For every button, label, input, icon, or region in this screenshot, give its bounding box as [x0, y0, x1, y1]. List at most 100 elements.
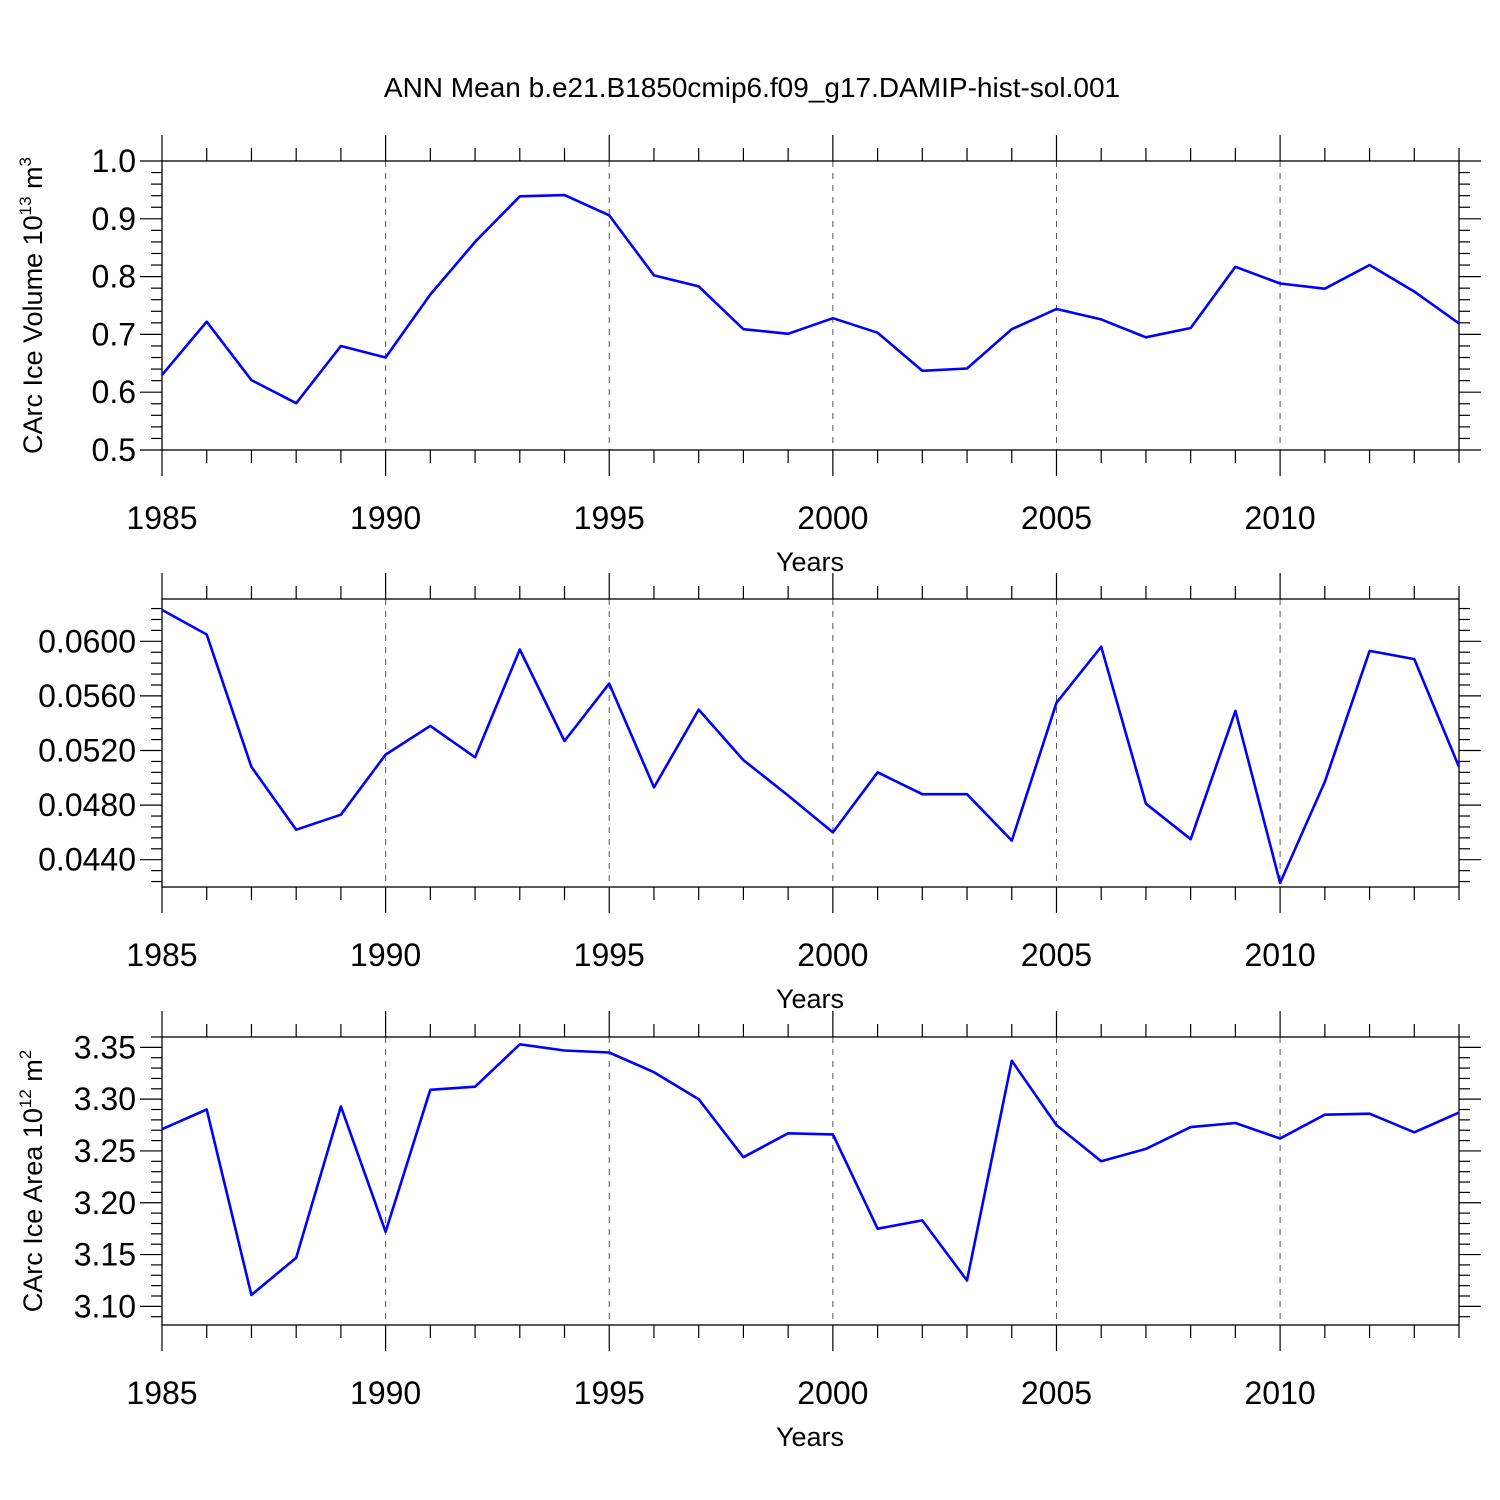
- panel-2: 0.0440 0.0480 0.0520 0.0560 0.0600 1985 1990 19…: [38, 573, 1481, 1014]
- y-tick-label: 0.0560: [38, 678, 136, 714]
- data-point: [384, 753, 388, 757]
- data-point: [920, 792, 924, 796]
- x-tick-label: 1995: [574, 1375, 645, 1411]
- data-point: [1233, 1121, 1237, 1125]
- data-point: [786, 332, 790, 336]
- data-point: [697, 1097, 701, 1101]
- y-tick-label: 3.20: [74, 1185, 136, 1221]
- data-point: [1368, 649, 1372, 653]
- x-tick-label: 2010: [1245, 1375, 1316, 1411]
- data-point: [1144, 802, 1148, 806]
- data-point: [1368, 263, 1372, 267]
- data-point: [876, 331, 880, 335]
- data-point: [831, 1132, 835, 1136]
- x-tick-label: 2000: [797, 500, 868, 536]
- x-tick-label: 2000: [797, 1375, 868, 1411]
- data-point: [1054, 701, 1058, 705]
- panel-1: 0.5 0.6 0.7 0.8 0.9 1.0 1985 1990 1995 2000 2005 20…: [16, 135, 1481, 577]
- data-point: [160, 373, 164, 377]
- data-point: [965, 367, 969, 371]
- plot-frame: [161, 598, 1460, 888]
- data-point: [428, 1088, 432, 1092]
- x-axis-label: Years: [776, 984, 844, 1014]
- y-tick-label: 0.7: [92, 316, 136, 352]
- data-point: [160, 1127, 164, 1131]
- data-point: [1010, 327, 1014, 331]
- data-point: [652, 785, 656, 789]
- data-point: [741, 758, 745, 762]
- data-point: [339, 344, 343, 348]
- data-point: [741, 327, 745, 331]
- data-point: [1323, 287, 1327, 291]
- y-tick-label: 3.35: [74, 1029, 136, 1065]
- x-tick-label: 1990: [350, 937, 421, 973]
- plot-frame: [161, 160, 1460, 451]
- y-tick-label: 0.5: [92, 432, 136, 468]
- data-point: [697, 708, 701, 712]
- data-point: [1010, 839, 1014, 843]
- data-point: [1189, 1125, 1193, 1129]
- series-line: [161, 608, 1461, 885]
- data-point: [249, 1293, 253, 1297]
- x-tick-label: 1985: [126, 500, 197, 536]
- y-tick-label: 0.0600: [38, 623, 136, 659]
- y-tick-label: 0.0440: [38, 842, 136, 878]
- data-point: [697, 284, 701, 288]
- data-point: [473, 1085, 477, 1089]
- y-tick-label: 3.10: [74, 1288, 136, 1324]
- x-tick-label: 1995: [574, 500, 645, 536]
- y-tick-label: 1.0: [92, 143, 136, 179]
- data-point: [205, 632, 209, 636]
- data-point: [1099, 1159, 1103, 1163]
- data-point: [1323, 1113, 1327, 1117]
- y-tick-label: 0.9: [92, 201, 136, 237]
- x-tick-label: 2000: [797, 937, 868, 973]
- data-point: [1368, 1112, 1372, 1116]
- data-point: [920, 1218, 924, 1222]
- data-point: [1189, 326, 1193, 330]
- data-point: [1054, 1123, 1058, 1127]
- x-tick-label: 1990: [350, 500, 421, 536]
- y-axis-label: CArc Ice Volume 1013 m3: [16, 157, 48, 454]
- data-point: [249, 378, 253, 382]
- data-point: [428, 724, 432, 728]
- data-point: [1278, 282, 1282, 286]
- y-axis-label: CArc Ice Area 1012 m2: [16, 1050, 48, 1313]
- data-point: [339, 813, 343, 817]
- x-tick-label: 1985: [126, 1375, 197, 1411]
- data-point: [831, 316, 835, 320]
- x-tick-label: 2005: [1021, 1375, 1092, 1411]
- data-point: [294, 1256, 298, 1260]
- data-point: [339, 1104, 343, 1108]
- data-point: [741, 1155, 745, 1159]
- data-point: [1144, 335, 1148, 339]
- data-point: [876, 1227, 880, 1231]
- x-tick-label: 2005: [1021, 937, 1092, 973]
- data-point: [1189, 837, 1193, 841]
- y-tick-label: 3.25: [74, 1133, 136, 1169]
- data-point: [294, 401, 298, 405]
- data-point: [1278, 1137, 1282, 1141]
- data-point: [205, 320, 209, 324]
- panel-3: 3.10 3.15 3.20 3.25 3.30 3.35 1985 1990 1995 2000…: [16, 1011, 1481, 1452]
- data-point: [249, 765, 253, 769]
- data-point: [965, 792, 969, 796]
- data-point: [1144, 1147, 1148, 1151]
- data-point: [1412, 290, 1416, 294]
- data-point: [607, 213, 611, 217]
- data-point: [607, 1051, 611, 1055]
- data-point: [563, 1048, 567, 1052]
- data-point: [1054, 307, 1058, 311]
- data-point: [1233, 709, 1237, 713]
- data-point: [1278, 881, 1282, 885]
- series-line: [161, 1043, 1460, 1297]
- data-point: [1233, 265, 1237, 269]
- y-tick-label: 0.6: [92, 374, 136, 410]
- y-tick-label: 0.0480: [38, 787, 136, 823]
- plot-frame: [161, 1036, 1460, 1326]
- y-tick-label: 3.15: [74, 1237, 136, 1273]
- x-tick-label: 1990: [350, 1375, 421, 1411]
- data-point: [786, 794, 790, 798]
- data-point: [205, 1108, 209, 1112]
